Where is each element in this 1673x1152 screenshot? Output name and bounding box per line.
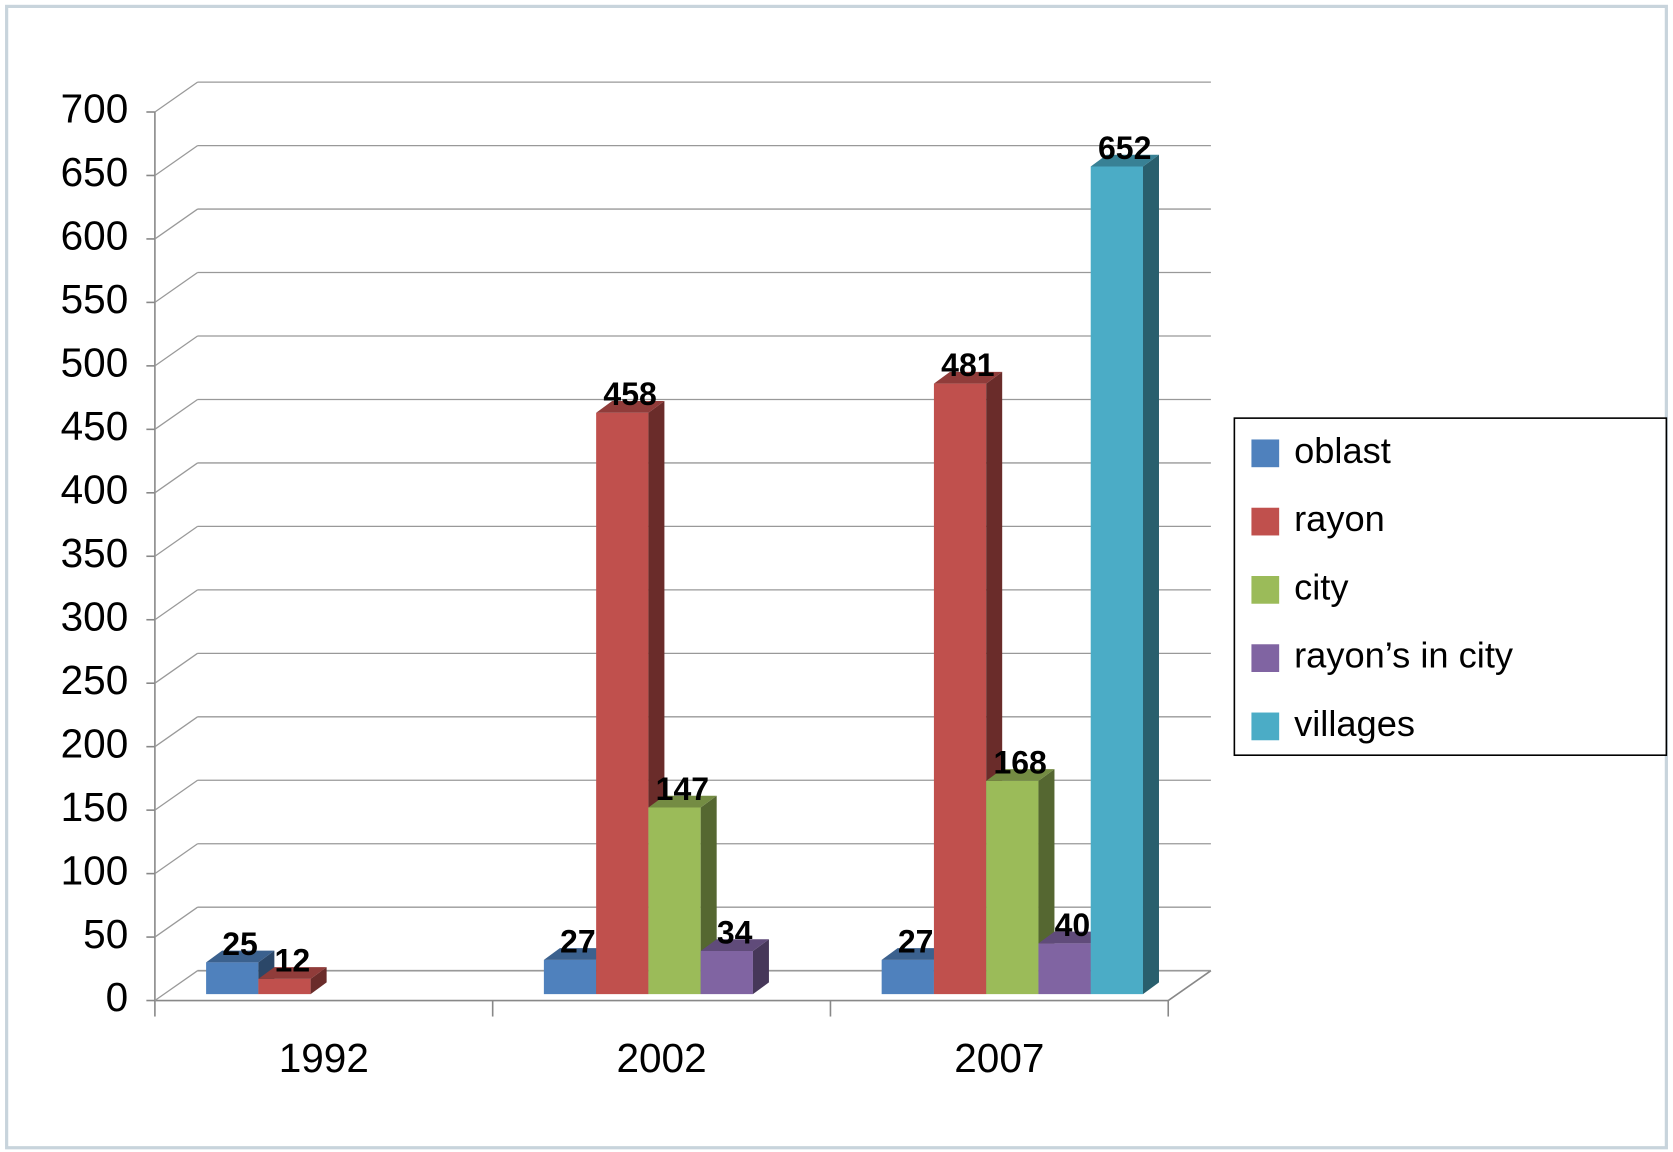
bar-side (310, 967, 327, 995)
value-label: 27 (898, 923, 934, 959)
x-tick-label: 1992 (279, 1035, 369, 1081)
y-tick-label: 200 (61, 720, 129, 766)
bar-top (1038, 931, 1107, 944)
y-tick-label: 100 (61, 847, 129, 893)
bar-top (258, 967, 327, 979)
y-tick-label: 400 (61, 467, 129, 513)
bar-top (986, 769, 1055, 781)
floor-right (1167, 970, 1212, 1002)
bar-front (986, 780, 1039, 995)
grid-line (154, 525, 198, 557)
legend-swatch (1251, 576, 1280, 604)
value-label: 168 (993, 744, 1046, 780)
y-tick-label: 600 (61, 213, 129, 259)
grid-line (154, 398, 198, 430)
y-tick-label: 0 (106, 974, 129, 1020)
bar-top (206, 950, 275, 963)
value-label: 652 (1098, 130, 1151, 166)
grid-line (154, 589, 198, 621)
value-label: 458 (603, 376, 656, 412)
bar-front (933, 383, 987, 995)
bar-front (1090, 166, 1143, 995)
legend-label: city (1294, 566, 1349, 607)
grid-line (154, 843, 198, 875)
y-tick-label: 300 (61, 593, 129, 639)
y-tick-label: 250 (61, 657, 129, 703)
y-tick-label: 700 (61, 86, 129, 132)
grid-line (154, 272, 198, 303)
bar (1090, 154, 1159, 995)
value-label: 40 (1055, 907, 1091, 943)
bar (258, 967, 327, 995)
bar-top (596, 401, 665, 413)
value-label: 34 (717, 914, 753, 950)
value-label: 12 (275, 942, 311, 978)
grid-line (154, 970, 198, 1002)
value-label: 147 (656, 771, 709, 807)
legend-label: rayon (1294, 498, 1385, 539)
grid-line (154, 906, 198, 938)
y-tick-label: 50 (83, 911, 128, 957)
bar-front (648, 807, 701, 995)
bar-top (1090, 154, 1159, 167)
bar-front (881, 959, 934, 995)
value-label: 25 (222, 926, 258, 962)
legend-box (1233, 417, 1668, 756)
bar-front (596, 412, 649, 995)
bar (700, 939, 769, 995)
legend-swatch (1251, 507, 1280, 536)
grid-line (154, 462, 198, 494)
grid-line (154, 81, 198, 113)
bar-top (543, 948, 613, 960)
bar-top (700, 939, 769, 951)
legend-swatch (1251, 439, 1280, 468)
grid-line (154, 145, 198, 176)
value-label: 481 (941, 347, 994, 383)
legend-label: oblast (1294, 430, 1391, 471)
y-tick-label: 150 (61, 784, 129, 830)
bar (986, 769, 1055, 995)
x-tick-label: 2007 (954, 1035, 1044, 1081)
grid-line (154, 335, 198, 367)
bar (648, 795, 717, 995)
y-tick-label: 450 (61, 403, 129, 449)
bar-front (1038, 943, 1091, 995)
bar-top (881, 948, 950, 960)
bar-top (933, 371, 1003, 384)
grid-line (154, 716, 198, 748)
legend-label: villages (1294, 703, 1415, 744)
value-label: 27 (560, 923, 596, 959)
y-tick-label: 550 (61, 276, 129, 322)
bar-side (1142, 154, 1159, 995)
bar-front (543, 959, 597, 995)
bar-front (206, 962, 259, 995)
grid-line (154, 779, 198, 811)
y-tick-label: 350 (61, 530, 129, 576)
y-tick-label: 650 (61, 149, 129, 195)
grid-line (154, 208, 198, 240)
y-tick-label: 500 (61, 340, 129, 386)
x-tick-label: 2002 (616, 1035, 706, 1081)
bar-front (258, 978, 311, 995)
legend-swatch (1251, 644, 1280, 672)
bar-top (648, 795, 717, 808)
grid-line (154, 652, 198, 684)
bar-front (700, 950, 753, 995)
legend-label: rayon’s in city (1294, 635, 1514, 676)
bar-side (752, 939, 769, 995)
legend-swatch (1251, 712, 1280, 741)
